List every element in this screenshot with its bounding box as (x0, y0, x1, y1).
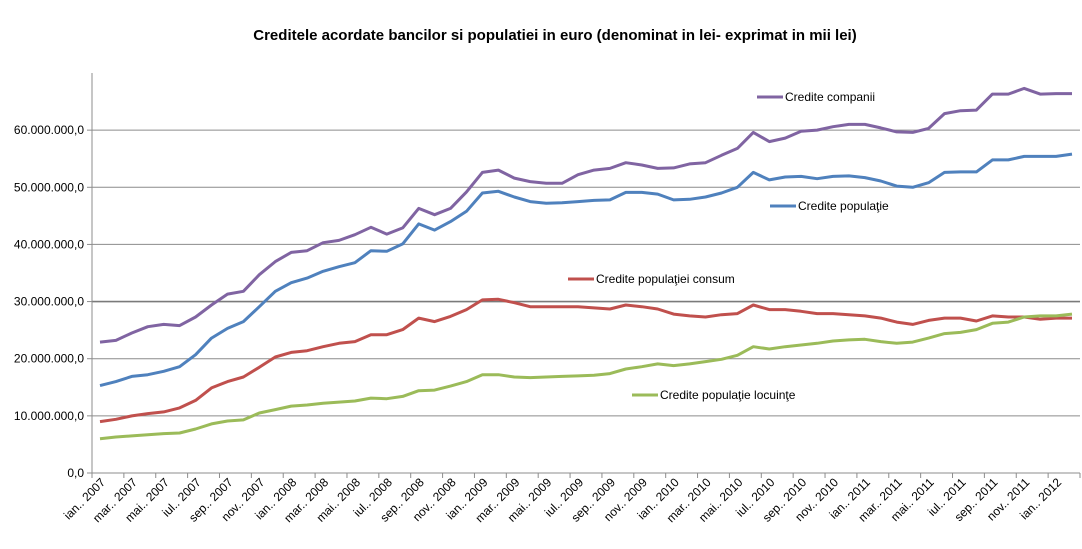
y-axis: 0,0 10.000.000,0 20.000.000,0 30.000.000,0 4… (14, 73, 93, 480)
series-line-2 (99, 297, 1072, 424)
legend-label: Credite companii (785, 90, 875, 104)
legend-label: Credite populaţie (798, 199, 889, 213)
legend-label: Credite populaţie locuinţe (660, 388, 796, 402)
y-tick-label: 60.000.000,0 (14, 123, 84, 137)
legend: Credite companii Credite populaţie Credite… (568, 90, 889, 402)
legend-label: Credite populaţiei consum (596, 272, 735, 286)
y-tick-label: 40.000.000,0 (14, 237, 84, 251)
y-tick-label: 0,0 (67, 466, 84, 480)
series-line-1 (99, 152, 1073, 388)
series-line-0 (99, 86, 1072, 344)
y-tick-label: 20.000.000,0 (14, 352, 84, 366)
y-tick-label: 10.000.000,0 (14, 409, 84, 423)
chart-title: Creditele acordate bancilor si populatie… (253, 27, 856, 44)
series-lines (99, 86, 1073, 441)
y-tick-label: 50.000.000,0 (14, 180, 84, 194)
series-line-3 (99, 312, 1073, 441)
gridlines (92, 129, 1080, 417)
y-tick-label: 30.000.000,0 (14, 295, 84, 309)
